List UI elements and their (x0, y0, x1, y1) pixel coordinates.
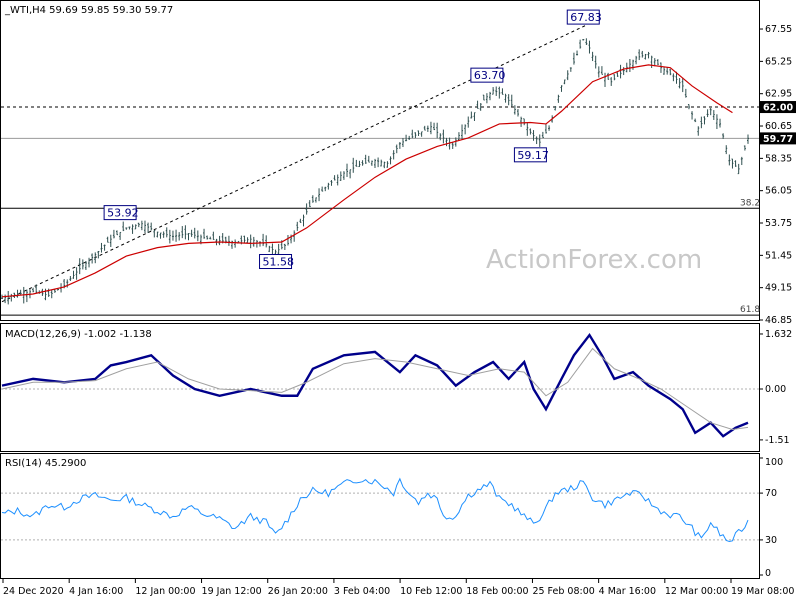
xtick-label: 25 Feb 08:00 (532, 586, 594, 597)
fibonacci-label: 61.8 (740, 305, 760, 315)
price-tag-label: 62.00 (763, 103, 793, 114)
price-pane-frame (0, 0, 760, 321)
price-annotation-box (513, 147, 547, 163)
macd-ytick-label: -1.51 (765, 435, 790, 446)
xtick-label: 3 Feb 04:00 (334, 586, 390, 597)
macd-pane-frame (0, 323, 760, 452)
rsi-line (1, 477, 749, 542)
price-ytick-label: 51.45 (765, 250, 792, 261)
price-annotation: 53.92 (107, 207, 139, 220)
xtick-label: 24 Dec 2020 (3, 586, 64, 597)
rsi-ytick-label: 0 (765, 568, 771, 579)
macd-pane: 1.632 0.00 -1.51 (1, 329, 792, 446)
xtick-label: 19 Mar 08:00 (731, 586, 794, 597)
price-ytick-label: 67.55 (765, 24, 792, 35)
rsi-ytick-label: 100 (765, 457, 783, 468)
price-ytick-label: 62.95 (765, 89, 792, 100)
price-ytick-label: 65.25 (765, 56, 792, 67)
xtick-label: 12 Jan 00:00 (135, 586, 195, 597)
price-annotation-box (566, 9, 600, 25)
rsi-pane: 100 70 30 0 (1, 457, 783, 579)
xtick-label: 4 Jan 16:00 (69, 586, 123, 597)
price-annotation: 67.83 (570, 11, 602, 24)
price-annotation: 59.17 (517, 149, 549, 162)
price-ytick-label: 53.75 (765, 218, 792, 229)
rsi-pane-title: RSI(14) 45.2900 (5, 458, 86, 469)
price-tag-label: 59.77 (763, 134, 793, 145)
xtick-label: 19 Jan 12:00 (202, 586, 262, 597)
xtick-label: 26 Jan 20:00 (268, 586, 328, 597)
price-ytick-label: 49.15 (765, 283, 792, 294)
price-ytick-label: 46.85 (765, 315, 792, 326)
price-ytick-label: 60.65 (765, 121, 792, 132)
price-ytick-label: 58.35 (765, 153, 792, 164)
price-annotation-box (259, 254, 293, 270)
price-annotation: 51.58 (263, 256, 295, 269)
xtick-label: 4 Mar 16:00 (599, 586, 656, 597)
price-tag (760, 132, 796, 145)
rsi-ytick-label: 70 (765, 488, 777, 499)
watermark: ActionForex.com (486, 245, 702, 275)
rsi-ytick-label: 30 (765, 535, 777, 546)
price-pane: 67.55 65.25 62.95 60.65 58.35 56.05 53.75 51.45… (1, 9, 796, 326)
xtick-label: 12 Mar 00:00 (665, 586, 728, 597)
moving-average-line (1, 64, 733, 298)
xtick-label: 10 Feb 12:00 (400, 586, 462, 597)
price-pane-title: _WTI,H4 59.69 59.85 59.30 59.77 (4, 5, 173, 16)
xtick-label: 18 Feb 00:00 (466, 586, 528, 597)
macd-signal-line (1, 347, 749, 430)
macd-ytick-label: 0.00 (765, 384, 786, 395)
macd-line (1, 332, 749, 438)
price-annotation-box (470, 67, 504, 83)
price-annotation-box (103, 205, 137, 221)
price-tag (760, 101, 796, 114)
fibonacci-label: 38.2 (740, 198, 760, 208)
time-axis: 24 Dec 2020 4 Jan 16:00 12 Jan 00:00 19 Jan… (2, 579, 794, 597)
price-ytick-label: 56.05 (765, 186, 792, 197)
price-annotation: 63.70 (474, 69, 506, 82)
macd-pane-title: MACD(12,26,9) -1.002 -1.138 (5, 329, 152, 340)
rsi-pane-frame (0, 453, 760, 579)
macd-ytick-label: 1.632 (765, 329, 792, 340)
